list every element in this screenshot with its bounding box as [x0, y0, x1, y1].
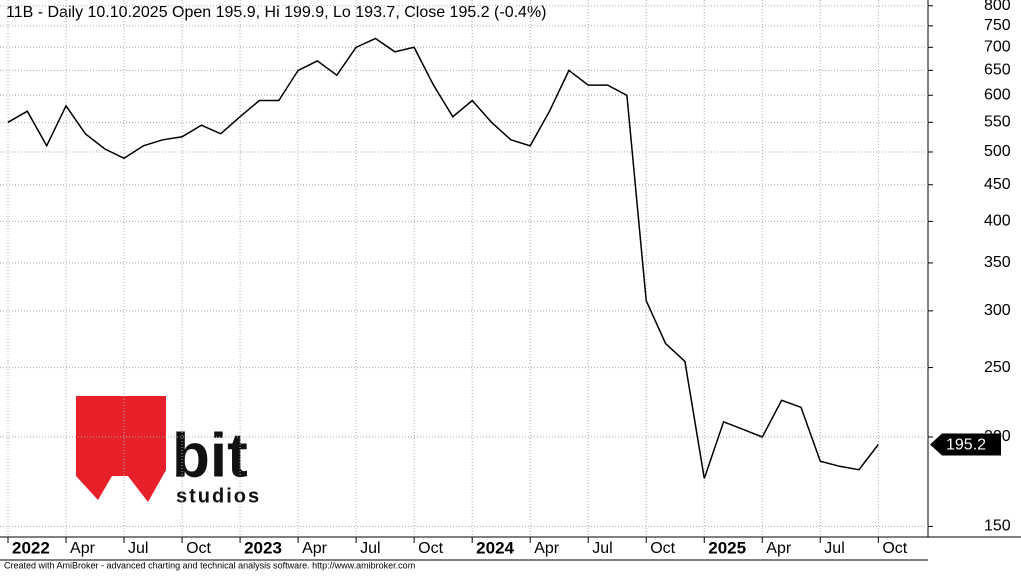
logo-sub: studios: [176, 485, 261, 507]
x-tick-label: Apr: [302, 540, 328, 557]
y-tick-label: 600: [984, 86, 1011, 103]
x-tick-label: Oct: [186, 540, 211, 557]
x-tick-label: Apr: [766, 540, 792, 557]
y-tick-label: 800: [984, 0, 1011, 14]
x-tick-label: Jul: [360, 540, 380, 557]
y-tick-label: 550: [984, 114, 1011, 131]
y-tick-label: 450: [984, 176, 1011, 193]
y-tick-label: 750: [984, 17, 1011, 34]
logo-word: bit: [172, 421, 248, 490]
y-tick-label: 500: [984, 143, 1011, 160]
y-tick-label: 350: [984, 254, 1011, 271]
x-tick-label: Oct: [650, 540, 675, 557]
x-tick-label: Oct: [418, 540, 443, 557]
y-tick-label: 650: [984, 62, 1011, 79]
x-tick-label: Jul: [824, 540, 844, 557]
x-tick-label: 2025: [708, 538, 746, 557]
price-line: [7, 37, 879, 479]
x-tick-label: Jul: [128, 540, 148, 557]
y-tick-label: 400: [984, 213, 1011, 230]
x-tick-label: Oct: [882, 540, 907, 557]
y-tick-label: 150: [984, 518, 1011, 535]
last-price-label: 195.2: [946, 437, 986, 454]
x-tick-label: 2024: [476, 538, 514, 557]
logo: bit studios: [76, 396, 261, 507]
x-tick-label: 2022: [12, 538, 50, 557]
x-tick-label: Jul: [592, 540, 612, 557]
x-tick-label: 2023: [244, 538, 282, 557]
footer: Created with AmiBroker - advanced charti…: [4, 560, 415, 570]
chart-title: 11B - Daily 10.10.2025 Open 195.9, Hi 19…: [6, 4, 547, 21]
y-tick-label: 250: [984, 359, 1011, 376]
x-tick-label: Apr: [70, 540, 96, 557]
x-tick-label: Apr: [534, 540, 560, 557]
y-tick-label: 300: [984, 302, 1011, 319]
y-tick-label: 700: [984, 39, 1011, 56]
last-price-tag: [930, 433, 1001, 456]
logo-mark: [76, 396, 166, 502]
